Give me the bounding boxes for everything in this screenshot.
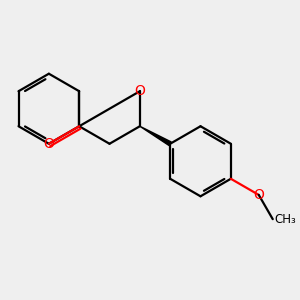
Text: O: O [44,137,54,151]
Text: O: O [253,188,264,202]
Text: O: O [134,84,145,98]
Polygon shape [140,126,171,146]
Text: CH₃: CH₃ [274,213,296,226]
